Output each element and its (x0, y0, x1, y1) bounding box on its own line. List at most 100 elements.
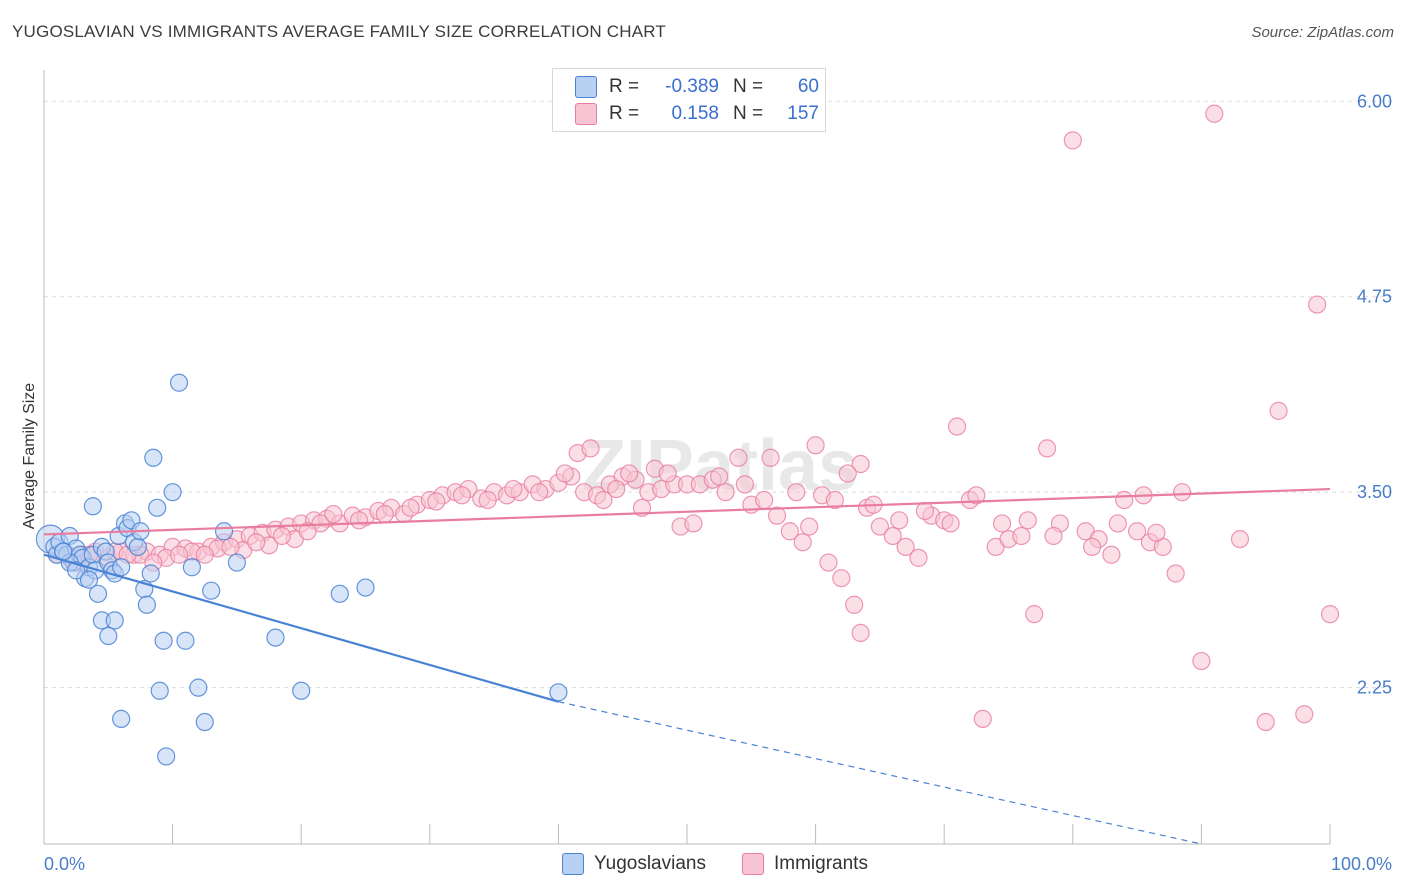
immigrants-point (1269, 401, 1288, 420)
yugoslavians-trend-line (43, 553, 559, 703)
immigrants-point (755, 490, 774, 510)
immigrants-point (684, 514, 703, 533)
legend-r-value: 0.158 (671, 103, 719, 124)
immigrants-point (793, 533, 812, 552)
immigrants-point (716, 483, 735, 502)
immigrants-point (915, 501, 935, 521)
immigrants-point (195, 545, 214, 564)
immigrants-point (973, 709, 992, 729)
yugoslavians-point (182, 558, 201, 577)
yugoslavians-point (266, 628, 285, 647)
axes (43, 70, 1331, 845)
yugoslavians-point (150, 681, 169, 700)
y-axis-label: Average Family Size (21, 383, 38, 530)
immigrants-trend-line (43, 487, 1331, 536)
legend-n-value: 60 (797, 76, 819, 97)
immigrants-point (883, 526, 902, 546)
yugoslavians-point (148, 498, 167, 517)
yugoslavians-point (144, 448, 163, 467)
legend-n-label: N = (733, 76, 764, 97)
yugoslavians-point (88, 584, 108, 603)
immigrants-point (504, 479, 523, 499)
immigrants-point (896, 537, 915, 557)
bottom-legend-label: Yugoslavians (594, 853, 706, 874)
yugoslavians-point (83, 497, 102, 516)
yugoslavians-point (214, 522, 234, 541)
immigrants-point (1127, 522, 1147, 541)
bottom-legend-yugoslavians: Yugoslavians (562, 852, 706, 876)
yugoslavians-point (549, 683, 568, 702)
immigrants-point (825, 490, 844, 510)
legend-swatch-yugoslavians (575, 76, 597, 98)
immigrants-point (780, 522, 799, 541)
bottom-legend-label: Immigrants (774, 853, 868, 874)
yugoslavians-point (79, 570, 99, 589)
immigrants-point (941, 514, 960, 533)
immigrants-point (851, 623, 870, 643)
yugoslavians-point (356, 578, 375, 597)
legend-n-label: N = (733, 103, 764, 124)
yugoslavians-point (176, 631, 195, 650)
y-tick-label: 4.75 (1357, 287, 1392, 307)
immigrants-point (947, 417, 967, 436)
legend-n-value: 157 (787, 103, 819, 124)
immigrants-point (1018, 511, 1037, 530)
immigrants-point (819, 553, 838, 572)
yugoslavians-point (128, 537, 147, 557)
yugoslavians-point (169, 373, 189, 392)
legend-row-immigrants: R = 0.158 N = 157 (575, 101, 819, 127)
yugoslavians-point (112, 709, 131, 729)
yugoslavians-point (157, 747, 176, 766)
grid-lines (44, 100, 1392, 689)
immigrants-point (800, 517, 819, 536)
immigrants-point (845, 595, 864, 614)
immigrants-point (710, 467, 729, 486)
immigrants-point (427, 492, 446, 511)
immigrants-point (870, 517, 890, 536)
legend-row-yugoslavians: R = -0.389 N = 60 (575, 74, 819, 100)
immigrants-point (452, 486, 472, 505)
x-tick-labels: 0.0% 100.0% (44, 854, 1392, 874)
immigrants-point (851, 454, 870, 474)
yugoslavians-point (195, 712, 214, 732)
immigrants-point (838, 464, 857, 483)
immigrants-point (1230, 529, 1250, 549)
immigrants-point (478, 490, 497, 510)
immigrants-point (1192, 651, 1211, 671)
immigrants-point (729, 448, 748, 467)
immigrants-point (401, 498, 420, 517)
legend-swatch-immigrants (575, 103, 597, 125)
immigrants-point (761, 448, 780, 467)
immigrants-point (221, 537, 240, 557)
yugoslavians-point (227, 553, 246, 572)
immigrants-point (1108, 514, 1127, 533)
immigrants-points (47, 104, 1340, 732)
y-tick-labels: 2.25 3.50 4.75 6.00 (1357, 91, 1392, 697)
immigrants-point (658, 464, 677, 483)
immigrants-point (1044, 526, 1063, 546)
immigrants-point (1082, 537, 1102, 557)
immigrants-point (247, 533, 266, 552)
immigrants-point (1115, 490, 1134, 510)
yugoslavians-point (292, 681, 311, 700)
immigrants-point (620, 464, 639, 483)
immigrants-point (1205, 104, 1224, 123)
immigrants-point (1147, 523, 1166, 542)
immigrants-point (324, 504, 343, 524)
immigrants-point (555, 464, 574, 483)
immigrants-point (594, 490, 613, 510)
bottom-legend-swatch-immigrants (742, 853, 764, 875)
yugoslavians-point (137, 595, 156, 614)
yugoslavians-point (112, 558, 131, 577)
source-label: Source: ZipAtlas.com (1251, 24, 1394, 41)
yugoslavians-points (35, 373, 568, 766)
immigrants-point (1166, 564, 1185, 583)
bottom-legend-immigrants: Immigrants (742, 852, 868, 876)
immigrants-point (530, 483, 549, 502)
immigrants-point (1173, 483, 1192, 502)
immigrants-point (1102, 545, 1121, 564)
immigrants-point (735, 475, 754, 494)
yugoslavians-point (105, 611, 124, 630)
immigrants-point (1308, 295, 1327, 314)
